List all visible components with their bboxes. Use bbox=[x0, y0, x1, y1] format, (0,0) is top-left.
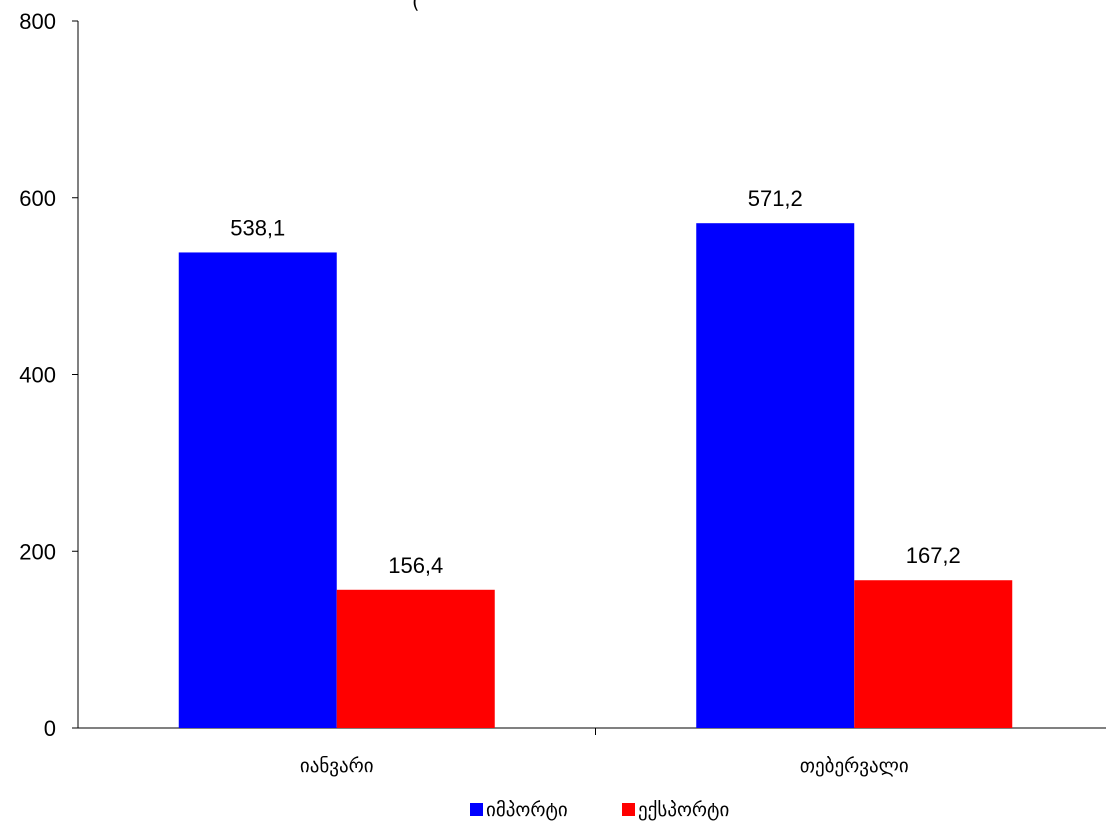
y-tick-label: 400 bbox=[19, 363, 56, 388]
x-category-label: იანვარი bbox=[300, 755, 374, 777]
bars bbox=[178, 223, 1013, 728]
bar-1-0 bbox=[336, 589, 495, 728]
legend-label-0: იმპორტი bbox=[486, 799, 568, 821]
x-category-label: თებერვალი bbox=[800, 755, 909, 777]
data-label-1-0: 156,4 bbox=[388, 553, 443, 578]
data-labels: 538,1 156,4 571,2 167,2 bbox=[230, 186, 961, 578]
chart-title-fragment: ( bbox=[412, 0, 419, 13]
axes: 0 200 400 600 800 იანვარი თებერვალი bbox=[19, 9, 1106, 777]
legend-swatch-1 bbox=[622, 803, 635, 816]
legend: იმპორტი ექსპორტი bbox=[470, 799, 729, 821]
data-label-0-1: 571,2 bbox=[748, 186, 803, 211]
bar-1-1 bbox=[854, 580, 1013, 728]
y-tick-label: 200 bbox=[19, 539, 56, 564]
y-tick-label: 0 bbox=[44, 716, 56, 741]
bar-0-0 bbox=[178, 252, 337, 728]
legend-label-1: ექსპორტი bbox=[638, 799, 729, 821]
legend-swatch-0 bbox=[470, 803, 483, 816]
data-label-0-0: 538,1 bbox=[230, 215, 285, 240]
data-label-1-1: 167,2 bbox=[906, 543, 961, 568]
bar-0-1 bbox=[696, 223, 855, 728]
y-tick-label: 800 bbox=[19, 9, 56, 34]
y-tick-label: 600 bbox=[19, 186, 56, 211]
